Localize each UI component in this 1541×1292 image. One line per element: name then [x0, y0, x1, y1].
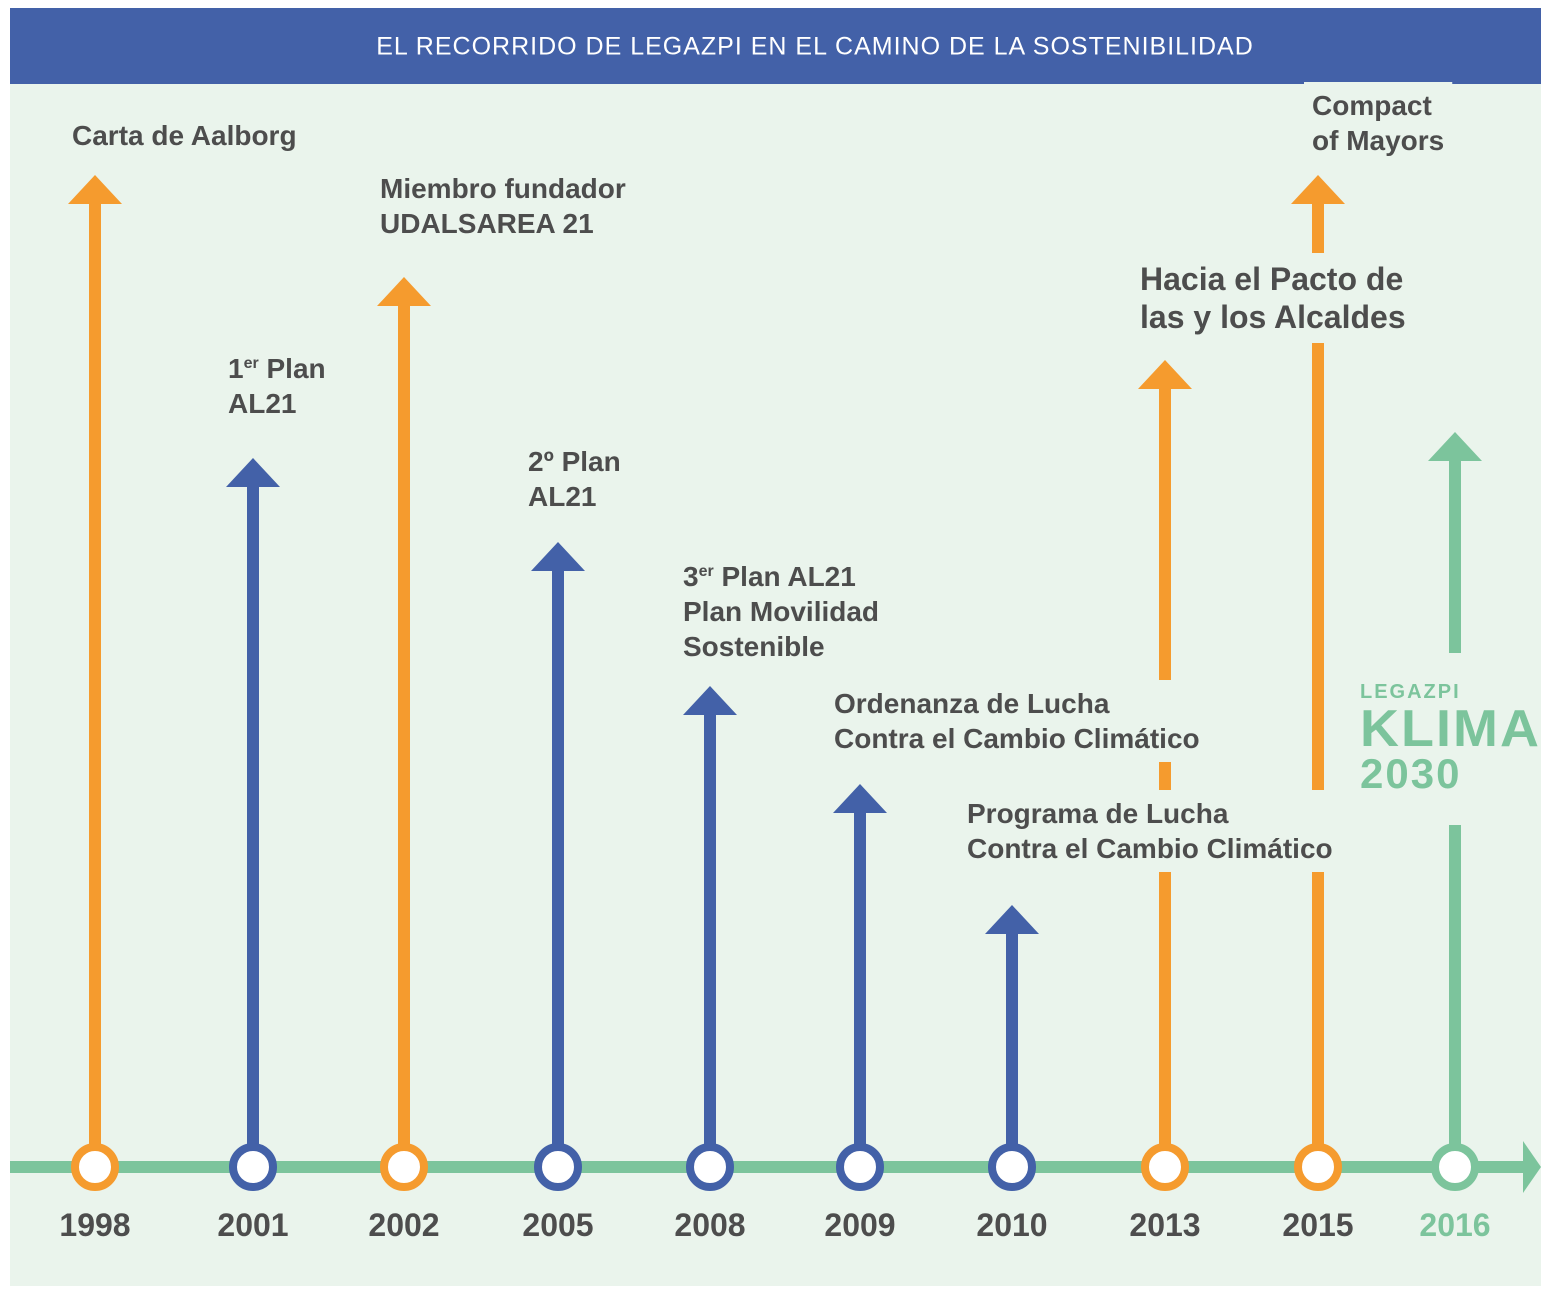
label-line: of Mayors: [1312, 125, 1444, 156]
timeline-node: [836, 1143, 884, 1191]
arrow-head: [833, 784, 887, 813]
timeline-node: [229, 1143, 277, 1191]
arrow-head: [985, 905, 1039, 934]
timeline-node: [380, 1143, 428, 1191]
arrow-head: [683, 686, 737, 715]
label-line: Programa de Lucha: [967, 798, 1229, 829]
event-label: Miembro fundador UDALSAREA 21: [372, 165, 634, 247]
arrow-shaft: [704, 706, 716, 1167]
label-line: las y los Alcaldes: [1140, 299, 1406, 335]
year-label: 1998: [59, 1207, 130, 1243]
header-title: EL RECORRIDO DE LEGAZPI EN EL CAMINO DE …: [376, 33, 1254, 61]
arrow-shaft: [1312, 195, 1324, 1167]
logo-main: KLIMA: [1360, 700, 1541, 758]
label-line: 3er Plan AL21: [683, 561, 856, 592]
label-backdrop: [1332, 653, 1541, 825]
label-backdrop: [959, 790, 1341, 872]
arrow-head: [1291, 175, 1345, 204]
label-backdrop: [826, 680, 1208, 762]
arrow-head: [68, 175, 122, 204]
year-label: 2016: [1419, 1207, 1490, 1243]
label-backdrop: [1304, 82, 1453, 164]
year-label: 2008: [674, 1207, 745, 1243]
event-label: Programa de Lucha Contra el Cambio Climát…: [959, 790, 1341, 872]
label-backdrop: [220, 345, 334, 427]
label-superscript: er: [244, 355, 259, 372]
event-label: Compact of Mayors: [1304, 82, 1453, 164]
event-label: Carta de Aalborg: [64, 112, 305, 159]
timeline-node: [1141, 1143, 1189, 1191]
timeline-node: [1294, 1143, 1342, 1191]
timeline-node: [1431, 1143, 1479, 1191]
label-line: Ordenanza de Lucha: [834, 688, 1110, 719]
arrow-shaft: [398, 297, 410, 1167]
label-line: Sostenible: [683, 631, 825, 662]
arrow-shaft: [854, 804, 866, 1167]
label-backdrop: [1132, 253, 1414, 343]
arrow-shaft: [1159, 380, 1171, 1167]
label-text: 1: [228, 353, 244, 384]
label-backdrop: [675, 553, 888, 670]
label-line: Hacia el Pacto de: [1140, 261, 1403, 297]
label-line: Plan Movilidad: [683, 596, 879, 627]
arrow-head: [1428, 432, 1482, 461]
timeline-node: [534, 1143, 582, 1191]
event-label: 3er Plan AL21 Plan Movilidad Sostenible: [675, 553, 888, 670]
year-label: 2010: [976, 1207, 1047, 1243]
label-superscript: er: [699, 563, 714, 580]
label-line: Contra el Cambio Climático: [967, 833, 1333, 864]
year-label: 2009: [824, 1207, 895, 1243]
label-line: UDALSAREA 21: [380, 208, 594, 239]
year-label: 2013: [1129, 1207, 1200, 1243]
logo-year: 2030: [1360, 750, 1461, 797]
label-line: 1er Plan: [228, 353, 326, 384]
label-backdrop: [520, 438, 629, 520]
arrow-head: [531, 542, 585, 571]
event-label: 1er Plan AL21: [220, 345, 334, 427]
timeline-node: [686, 1143, 734, 1191]
label-line: AL21: [528, 481, 596, 512]
label-line: 2º Plan: [528, 446, 621, 477]
year-label: 2005: [522, 1207, 593, 1243]
arrow-head: [226, 458, 280, 487]
label-text: Plan: [259, 353, 326, 384]
label-backdrop: [372, 165, 634, 247]
event-label: Ordenanza de Lucha Contra el Cambio Climá…: [826, 680, 1208, 762]
arrow-shaft: [1006, 925, 1018, 1167]
year-label: 2015: [1282, 1207, 1353, 1243]
arrow-head: [1138, 360, 1192, 389]
year-label: 2001: [217, 1207, 288, 1243]
label-text: Plan AL21: [714, 561, 856, 592]
axis-arrow: [1523, 1141, 1541, 1193]
label-backdrop: [64, 112, 305, 159]
arrow-shaft: [89, 195, 101, 1167]
arrow-shaft: [247, 478, 259, 1167]
label-line: Compact: [1312, 90, 1432, 121]
label-line: AL21: [228, 388, 296, 419]
header-bar: [10, 8, 1541, 84]
event-label: 2º Plan AL21: [520, 438, 629, 520]
timeline-node: [71, 1143, 119, 1191]
arrow-shaft: [552, 562, 564, 1167]
logo-small: LEGAZPI: [1360, 681, 1461, 703]
timeline-node: [988, 1143, 1036, 1191]
year-label: 2002: [368, 1207, 439, 1243]
label-line: Miembro fundador: [380, 173, 626, 204]
label-text: 3: [683, 561, 699, 592]
label-line: Contra el Cambio Climático: [834, 723, 1200, 754]
label-line: Carta de Aalborg: [72, 120, 297, 151]
arrow-head: [377, 277, 431, 306]
